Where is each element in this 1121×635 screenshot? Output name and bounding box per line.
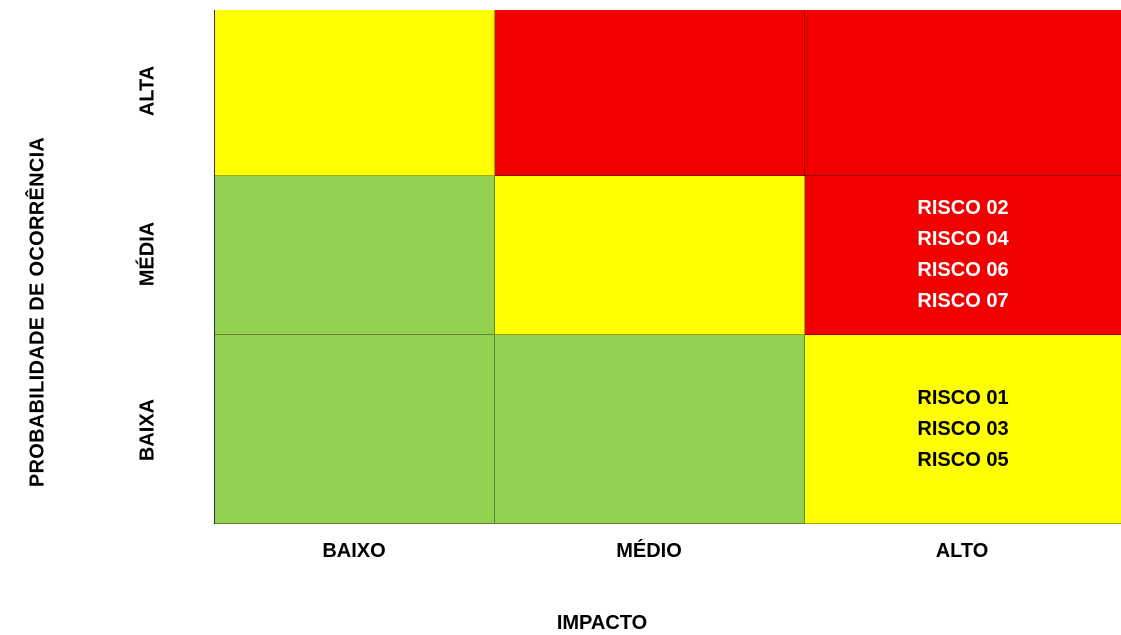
risk-item: RISCO 06: [917, 259, 1009, 281]
cell-baixa-medio: [495, 335, 805, 524]
row-label-alta: ALTA: [136, 65, 159, 117]
risk-item: RISCO 05: [917, 448, 1009, 471]
cell-media-baixo: [215, 176, 495, 335]
cell-alta-medio: [495, 10, 805, 176]
cell-alta-alto: [805, 10, 1121, 176]
risk-matrix-grid: RISCO 02 RISCO 04 RISCO 06 RISCO 07 RISCO 01…: [214, 10, 1121, 524]
risk-item: RISCO 03: [917, 417, 1009, 440]
cell-alta-baixo: [215, 10, 495, 176]
row-label-media: MÉDIA: [136, 221, 159, 287]
cell-media-medio: [495, 176, 805, 335]
col-label-baixo: BAIXO: [322, 540, 386, 562]
x-axis-title: IMPACTO: [556, 612, 648, 634]
col-label-alto: ALTO: [935, 540, 989, 562]
risk-item: RISCO 01: [917, 386, 1009, 409]
y-axis-title: PROBABILIDADE DE OCORRÊNCIA: [26, 136, 49, 488]
risk-item: RISCO 07: [917, 290, 1009, 312]
risk-item: RISCO 04: [917, 228, 1009, 250]
row-label-baixa: BAIXA: [136, 398, 159, 462]
cell-baixa-baixo: [215, 335, 495, 524]
risk-item: RISCO 02: [917, 197, 1009, 219]
col-label-medio: MÉDIO: [616, 540, 682, 562]
cell-baixa-alto: RISCO 01 RISCO 03 RISCO 05: [805, 335, 1121, 524]
cell-media-alto: RISCO 02 RISCO 04 RISCO 06 RISCO 07: [805, 176, 1121, 335]
